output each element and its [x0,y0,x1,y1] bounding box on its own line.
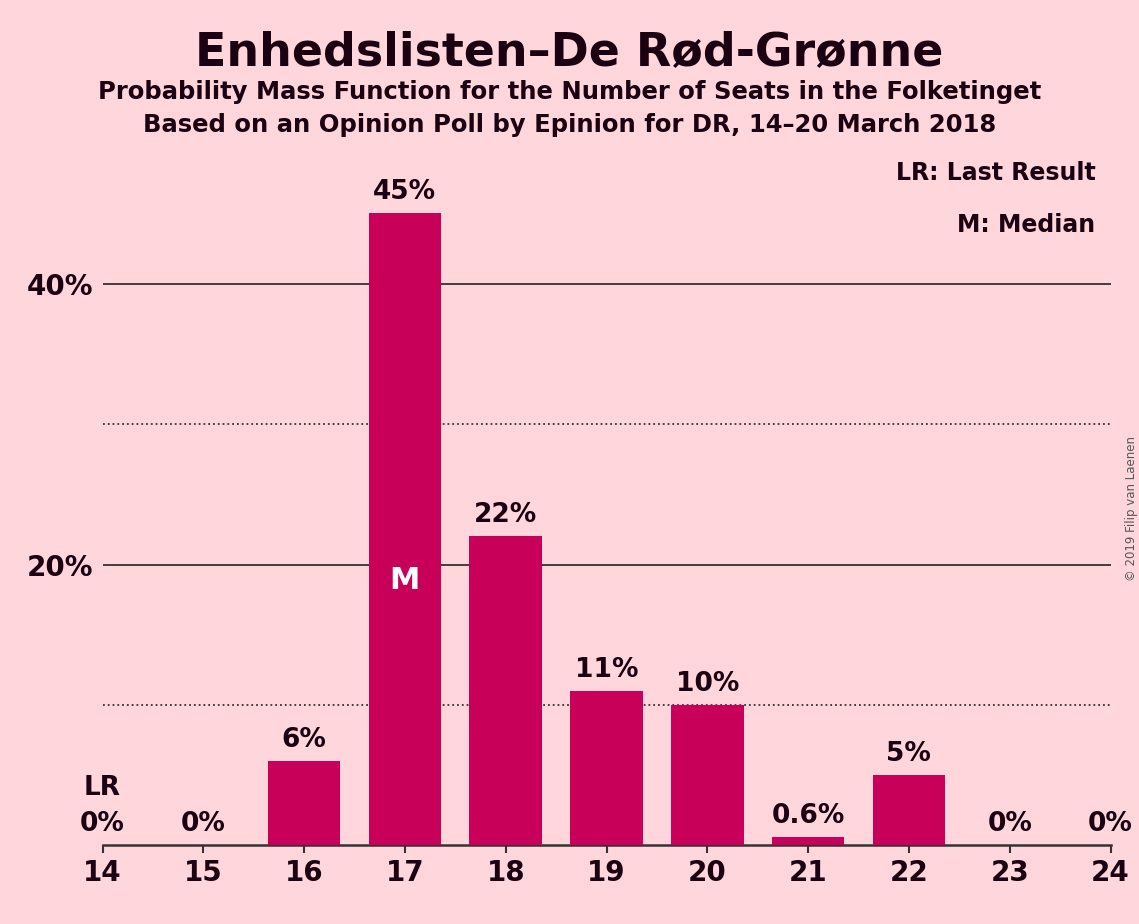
Bar [268,761,341,845]
Text: M: Median: M: Median [957,213,1096,237]
Bar [872,775,945,845]
Text: 0%: 0% [988,811,1032,837]
Text: LR: LR [84,774,121,800]
Text: 11%: 11% [575,657,638,683]
Bar [571,691,642,845]
Text: Enhedslisten–De Rød-Grønne: Enhedslisten–De Rød-Grønne [195,30,944,75]
Text: 0%: 0% [1088,811,1133,837]
Bar [671,705,744,845]
Text: 10%: 10% [675,671,739,697]
Bar [772,837,844,845]
Bar [469,537,542,845]
Text: M: M [390,565,420,594]
Text: © 2019 Filip van Laenen: © 2019 Filip van Laenen [1124,436,1138,580]
Text: 0%: 0% [181,811,226,837]
Bar [369,213,441,845]
Text: Based on an Opinion Poll by Epinion for DR, 14–20 March 2018: Based on an Opinion Poll by Epinion for … [142,113,997,137]
Text: 6%: 6% [281,727,327,753]
Text: 45%: 45% [374,179,436,205]
Text: 5%: 5% [886,741,932,767]
Text: 0%: 0% [80,811,125,837]
Text: LR: Last Result: LR: Last Result [895,161,1096,185]
Text: 22%: 22% [474,502,538,528]
Text: Probability Mass Function for the Number of Seats in the Folketinget: Probability Mass Function for the Number… [98,80,1041,104]
Text: 0.6%: 0.6% [771,803,845,829]
